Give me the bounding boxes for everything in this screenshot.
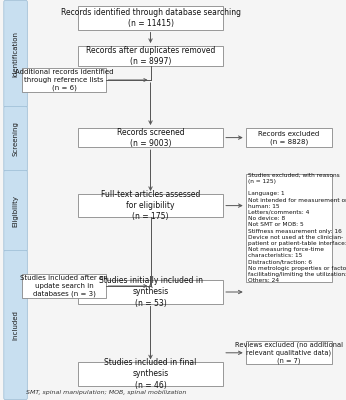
FancyBboxPatch shape bbox=[78, 128, 223, 147]
FancyBboxPatch shape bbox=[4, 106, 27, 172]
FancyBboxPatch shape bbox=[78, 362, 223, 386]
Text: Records identified through database searching
(n = 11415): Records identified through database sear… bbox=[61, 8, 240, 28]
FancyBboxPatch shape bbox=[78, 6, 223, 30]
FancyBboxPatch shape bbox=[22, 274, 106, 298]
FancyBboxPatch shape bbox=[78, 280, 223, 304]
FancyBboxPatch shape bbox=[22, 68, 106, 92]
Text: Records screened
(n = 9003): Records screened (n = 9003) bbox=[117, 128, 184, 148]
Text: Records after duplicates removed
(n = 8997): Records after duplicates removed (n = 89… bbox=[86, 46, 215, 66]
Text: Reviews excluded (no additional
relevant qualitative data)
(n = 7): Reviews excluded (no additional relevant… bbox=[235, 342, 343, 364]
Text: Studies initially included in
synthesis
(n = 53): Studies initially included in synthesis … bbox=[99, 276, 202, 308]
Text: Eligibility: Eligibility bbox=[12, 195, 19, 227]
Text: Included: Included bbox=[12, 310, 19, 340]
Text: Identification: Identification bbox=[12, 31, 19, 77]
FancyBboxPatch shape bbox=[4, 170, 27, 252]
FancyBboxPatch shape bbox=[78, 194, 223, 217]
FancyBboxPatch shape bbox=[4, 250, 27, 400]
Text: Additional records identified
through reference lists
(n = 6): Additional records identified through re… bbox=[15, 69, 113, 91]
Text: Studies included in final
synthesis
(n = 46): Studies included in final synthesis (n =… bbox=[104, 358, 197, 390]
Text: Studies excluded, with reasons
(n = 125)

Language: 1
Not intended for measureme: Studies excluded, with reasons (n = 125)… bbox=[248, 173, 346, 283]
FancyBboxPatch shape bbox=[246, 174, 332, 282]
Text: SMT, spinal manipulation; MOB, spinal mobilization: SMT, spinal manipulation; MOB, spinal mo… bbox=[26, 390, 186, 395]
Text: Records excluded
(n = 8828): Records excluded (n = 8828) bbox=[258, 130, 320, 144]
Text: Screening: Screening bbox=[12, 122, 19, 156]
FancyBboxPatch shape bbox=[246, 341, 332, 364]
Text: Studies included after an
update search in
databases (n = 3): Studies included after an update search … bbox=[20, 275, 108, 297]
Text: Full-text articles assessed
for eligibility
(n = 175): Full-text articles assessed for eligibil… bbox=[101, 190, 200, 221]
FancyBboxPatch shape bbox=[4, 0, 27, 108]
FancyBboxPatch shape bbox=[246, 128, 332, 147]
FancyBboxPatch shape bbox=[78, 46, 223, 66]
